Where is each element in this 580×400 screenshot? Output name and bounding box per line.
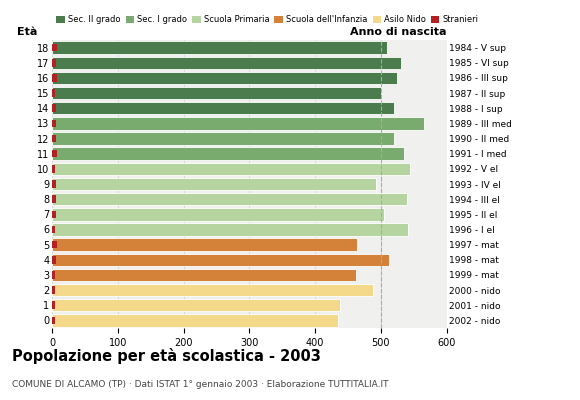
- Bar: [52, 241, 57, 248]
- Bar: [52, 208, 384, 220]
- Bar: [52, 256, 56, 264]
- Legend: Sec. II grado, Sec. I grado, Scuola Primaria, Scuola dell'Infanzia, Asilo Nido, : Sec. II grado, Sec. I grado, Scuola Prim…: [56, 15, 478, 24]
- Bar: [52, 299, 340, 312]
- Bar: [52, 284, 373, 296]
- Bar: [52, 223, 408, 236]
- Bar: [52, 178, 376, 190]
- Text: COMUNE DI ALCAMO (TP) · Dati ISTAT 1° gennaio 2003 · Elaborazione TUTTITALIA.IT: COMUNE DI ALCAMO (TP) · Dati ISTAT 1° ge…: [12, 380, 388, 389]
- Bar: [52, 193, 407, 205]
- Bar: [52, 163, 411, 175]
- Bar: [52, 165, 56, 173]
- Bar: [52, 59, 56, 66]
- Bar: [52, 317, 56, 324]
- Bar: [52, 286, 56, 294]
- Bar: [52, 302, 56, 309]
- Bar: [52, 56, 401, 69]
- Text: Popolazione per età scolastica - 2003: Popolazione per età scolastica - 2003: [12, 348, 321, 364]
- Bar: [52, 238, 357, 251]
- Bar: [52, 180, 56, 188]
- Bar: [52, 132, 394, 145]
- Bar: [52, 74, 57, 82]
- Bar: [52, 41, 387, 54]
- Bar: [52, 226, 56, 233]
- Bar: [52, 120, 56, 127]
- Bar: [52, 135, 56, 142]
- Bar: [52, 104, 56, 112]
- Bar: [52, 87, 381, 99]
- Bar: [52, 254, 389, 266]
- Bar: [52, 89, 56, 97]
- Bar: [52, 271, 56, 279]
- Text: Anno di nascita: Anno di nascita: [350, 27, 447, 37]
- Bar: [52, 117, 423, 130]
- Text: Età: Età: [17, 27, 37, 37]
- Bar: [52, 72, 397, 84]
- Bar: [52, 148, 404, 160]
- Bar: [52, 195, 56, 203]
- Bar: [52, 150, 57, 158]
- Bar: [52, 44, 57, 51]
- Bar: [52, 269, 356, 281]
- Bar: [52, 102, 394, 114]
- Bar: [52, 210, 56, 218]
- Bar: [52, 314, 338, 327]
